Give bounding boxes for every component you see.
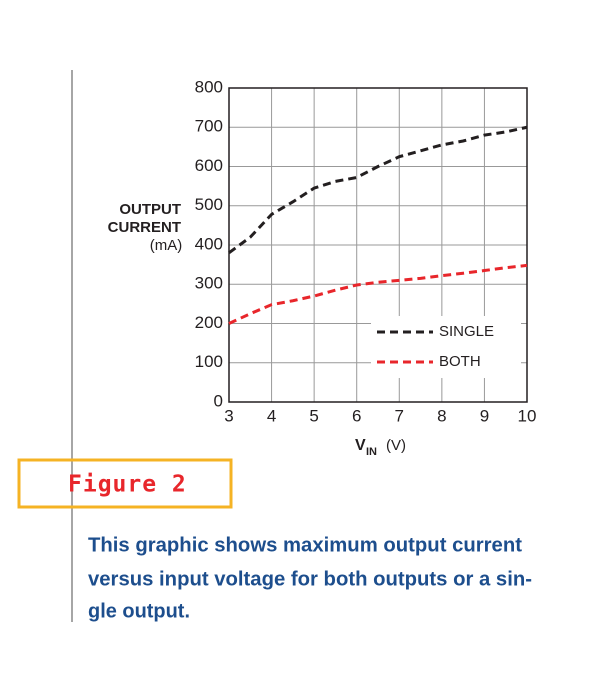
data-line: [228, 125, 528, 255]
caption-line: This graphic shows maximum output curren…: [88, 534, 522, 556]
legend-label: SINGLE: [439, 323, 494, 340]
legend-label: BOTH: [439, 353, 481, 370]
y-tick-label: 300: [195, 274, 223, 293]
x-tick-label: 9: [480, 406, 489, 425]
plot-frame: [228, 87, 528, 403]
x-axis-label-sub: IN: [366, 446, 377, 458]
y-tick-label: 400: [195, 234, 223, 253]
legend-box: [371, 316, 521, 378]
x-axis-label: V: [355, 437, 366, 454]
figure-label: Figure 2: [68, 472, 187, 498]
y-tick-label: 600: [195, 156, 223, 175]
x-tick-label: 6: [352, 406, 361, 425]
y-tick-label: 800: [195, 77, 223, 96]
data-line: [228, 263, 528, 325]
caption-line: gle output.: [88, 600, 190, 622]
x-tick-label: 8: [437, 406, 446, 425]
x-tick-label: 5: [309, 406, 318, 425]
x-tick-label: 3: [224, 406, 233, 425]
y-axis-label: CURRENT: [108, 219, 181, 236]
caption-line: versus input voltage for both outputs or…: [88, 568, 532, 590]
y-axis-label: OUTPUT: [119, 201, 181, 218]
y-tick-label: 700: [195, 117, 223, 136]
y-tick-label: 200: [195, 313, 223, 332]
figure-label-box: [17, 458, 233, 509]
x-tick-label: 10: [518, 406, 537, 425]
x-tick-label: 4: [267, 406, 276, 425]
y-tick-label: 500: [195, 195, 223, 214]
y-tick-label: 100: [195, 352, 223, 371]
x-tick-label: 7: [395, 406, 404, 425]
y-axis-label: (mA): [150, 237, 183, 254]
x-axis-label-unit: (V): [386, 437, 406, 454]
y-tick-label: 0: [214, 391, 223, 410]
